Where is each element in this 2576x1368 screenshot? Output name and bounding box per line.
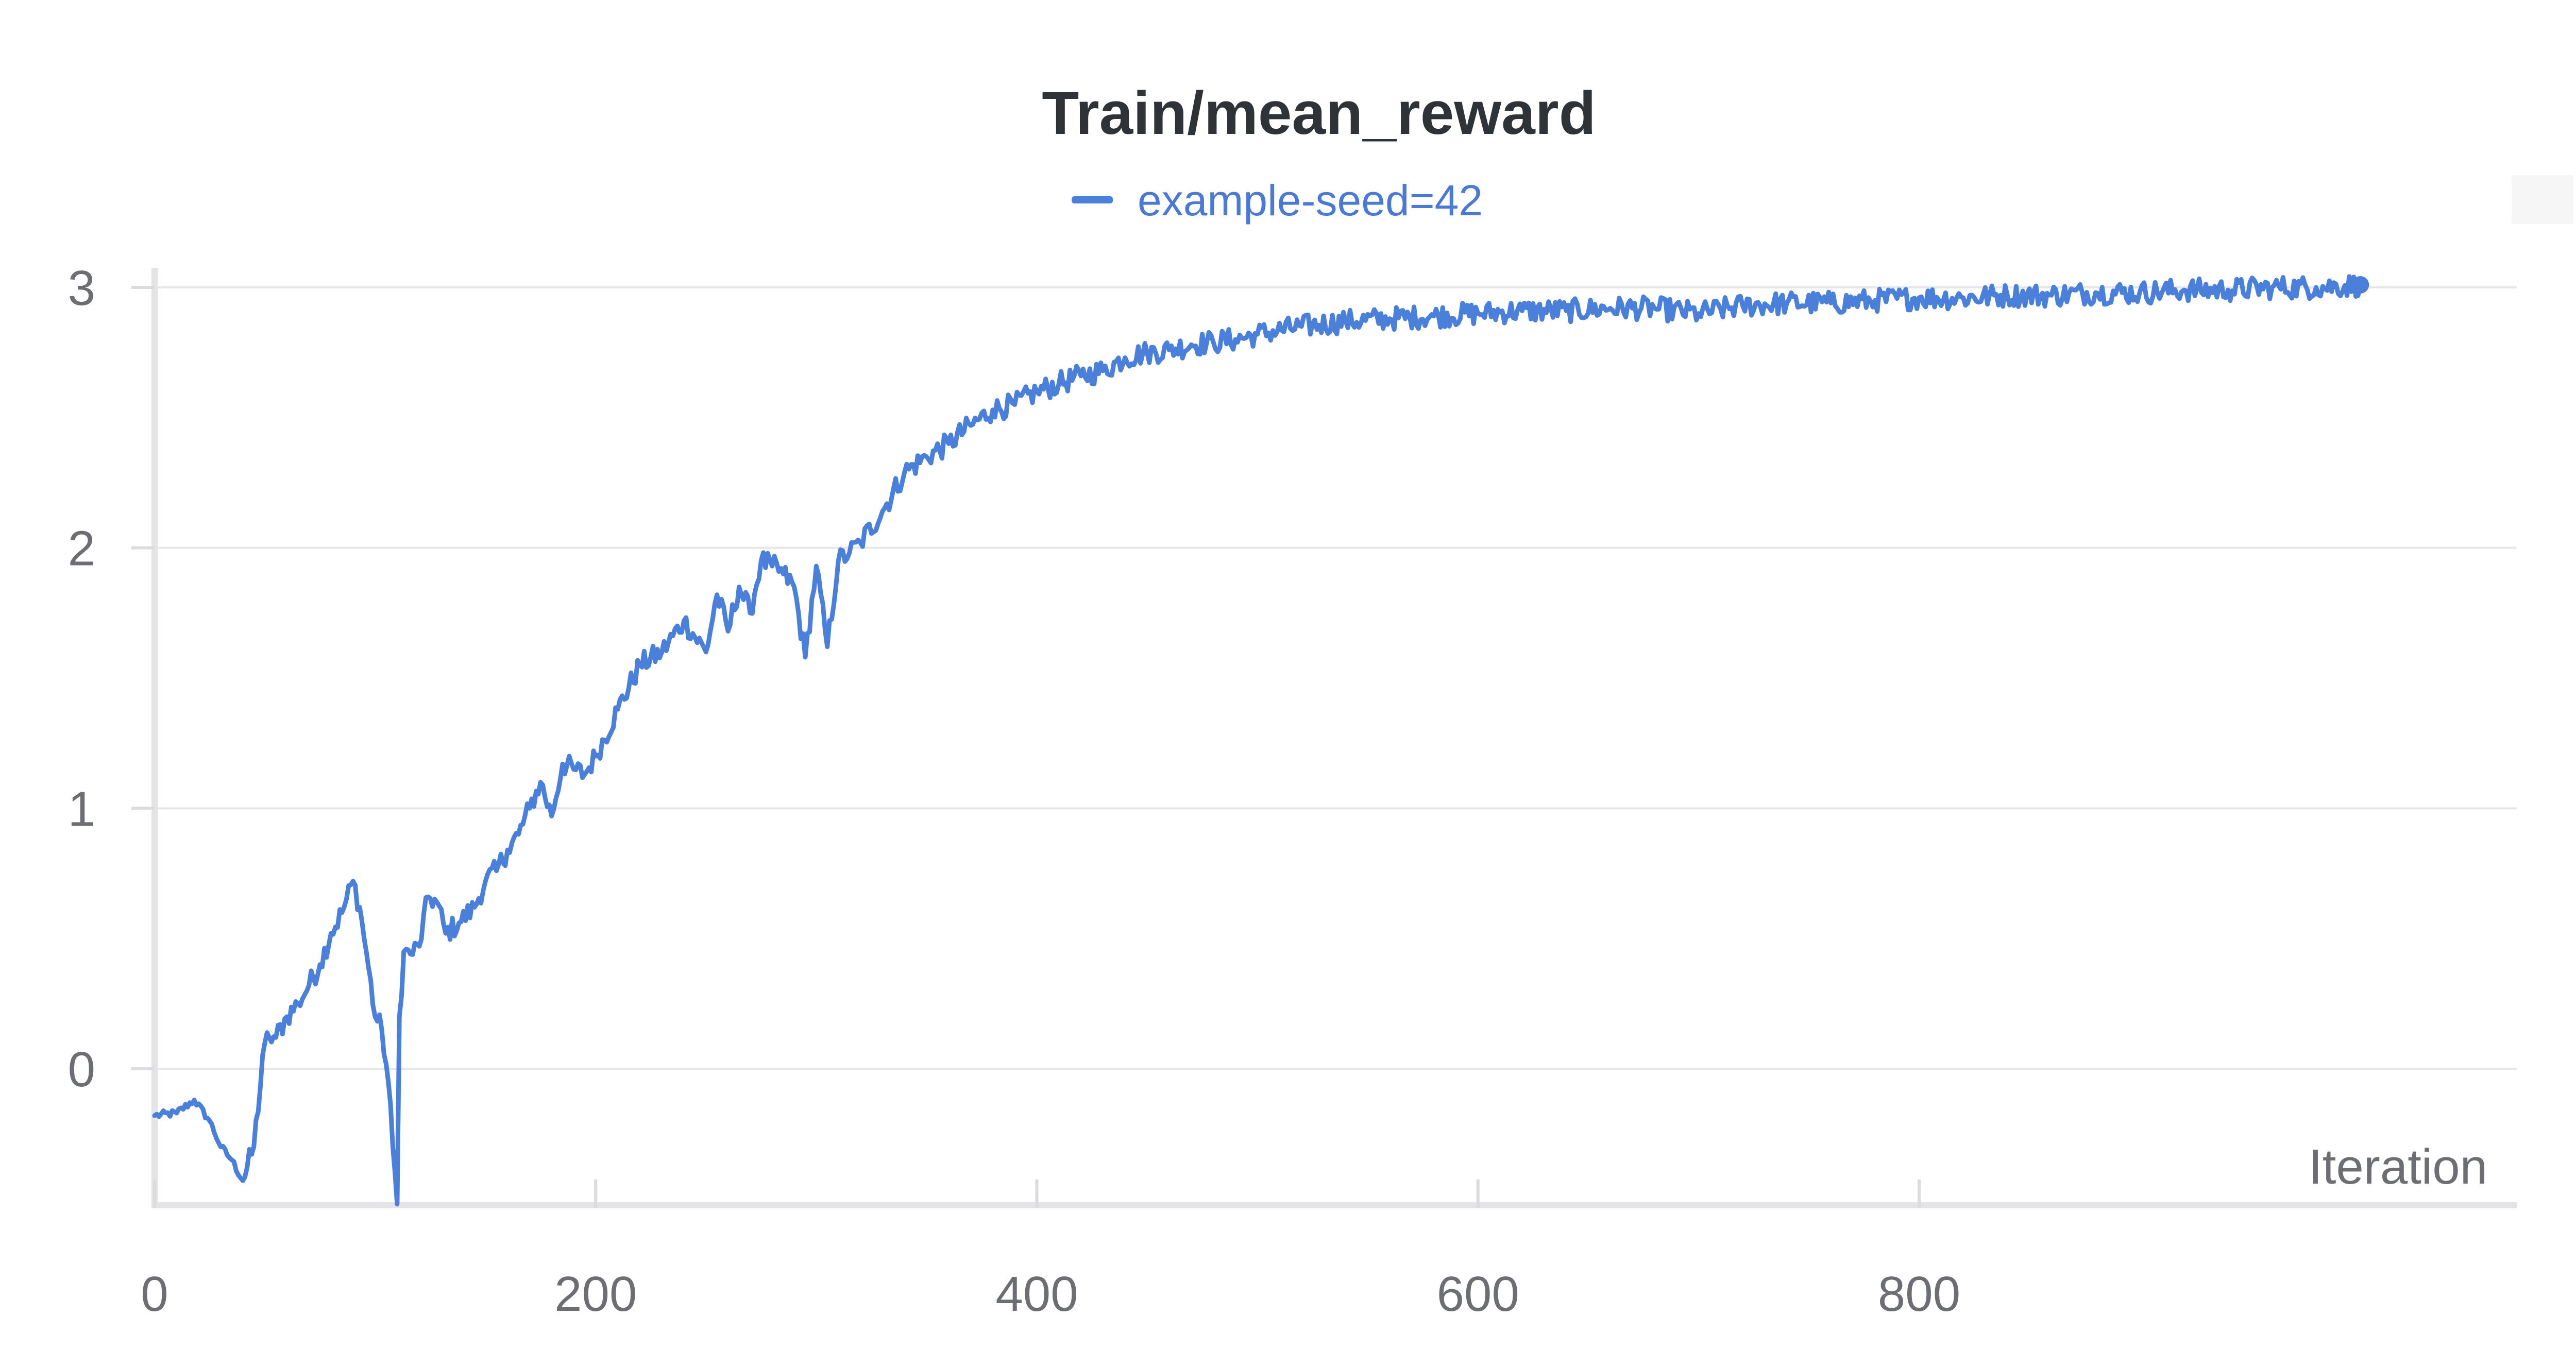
y-tick-label-2: 2 xyxy=(68,521,95,576)
axes xyxy=(151,268,2517,1208)
y-tick-label-3: 3 xyxy=(68,261,95,316)
x-tick-label-600: 600 xyxy=(1437,1267,1519,1322)
series-line-0 xyxy=(152,274,2363,1207)
x-tick-label-400: 400 xyxy=(995,1267,1078,1322)
ticks: 0 1 2 3 0 200 400 600 800 xyxy=(68,261,1960,1322)
series-layer xyxy=(152,274,2369,1207)
legend-label: example-seed=42 xyxy=(1138,176,1483,225)
grid xyxy=(155,286,2517,1070)
x-tick-label-200: 200 xyxy=(554,1267,637,1322)
legend[interactable]: example-seed=42 xyxy=(1072,176,1483,225)
chart-title: Train/mean_reward xyxy=(1042,79,1596,147)
y-tick-label-0: 0 xyxy=(68,1042,95,1097)
x-tick-label-0: 0 xyxy=(141,1267,168,1322)
y-tick-label-1: 1 xyxy=(68,781,95,836)
legend-swatch xyxy=(1072,196,1113,203)
x-tick-label-800: 800 xyxy=(1878,1267,1960,1322)
x-axis-label: Iteration xyxy=(2309,1139,2487,1194)
series-endpoint-0 xyxy=(2351,276,2369,294)
toolbar-placeholder[interactable] xyxy=(2512,175,2573,224)
